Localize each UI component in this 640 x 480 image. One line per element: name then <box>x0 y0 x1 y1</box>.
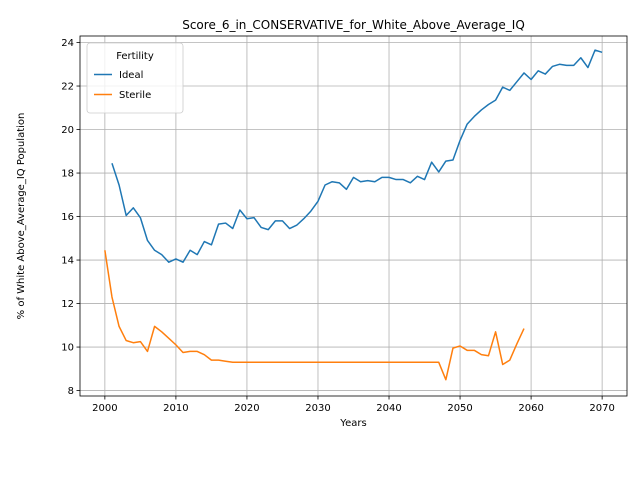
series-lines <box>104 49 603 381</box>
x-tick-label: 2010 <box>163 403 188 414</box>
x-tick-label: 2030 <box>305 403 330 414</box>
series-line-sterile <box>104 250 525 381</box>
y-tick-label: 12 <box>61 299 74 310</box>
y-tick-label: 20 <box>61 125 74 136</box>
x-axis: 2000 2010 2020 2030 2040 2050 2060 2070 <box>92 396 615 414</box>
y-tick-label: 14 <box>61 256 74 267</box>
plot-frame <box>79 35 628 397</box>
x-axis-label: Years <box>339 418 366 429</box>
series-line-ideal <box>111 49 603 263</box>
chart-title: Score_6_in_CONSERVATIVE_for_White_Above_… <box>182 18 525 32</box>
x-tick-label: 2070 <box>589 403 614 414</box>
y-tick-label: 8 <box>68 386 74 397</box>
x-tick-label: 2050 <box>447 403 472 414</box>
x-tick-label: 2020 <box>234 403 259 414</box>
y-axis-label: % of White Above_Average_IQ Population <box>16 113 27 320</box>
y-tick-label: 10 <box>61 343 74 354</box>
y-tick-label: 22 <box>61 82 74 93</box>
x-tick-label: 2060 <box>518 403 543 414</box>
legend-label-sterile: Sterile <box>119 90 151 101</box>
legend: Fertility Ideal Sterile <box>86 42 184 114</box>
legend-title: Fertility <box>116 51 154 62</box>
y-tick-label: 24 <box>61 38 74 49</box>
y-tick-label: 18 <box>61 169 74 180</box>
grid-lines <box>80 36 627 396</box>
legend-label-ideal: Ideal <box>119 70 143 81</box>
x-tick-label: 2040 <box>376 403 401 414</box>
y-tick-label: 16 <box>61 212 74 223</box>
x-tick-label: 2000 <box>92 403 117 414</box>
legend-box <box>86 42 184 114</box>
y-axis: 8 10 12 14 16 18 20 22 24 <box>61 38 80 397</box>
